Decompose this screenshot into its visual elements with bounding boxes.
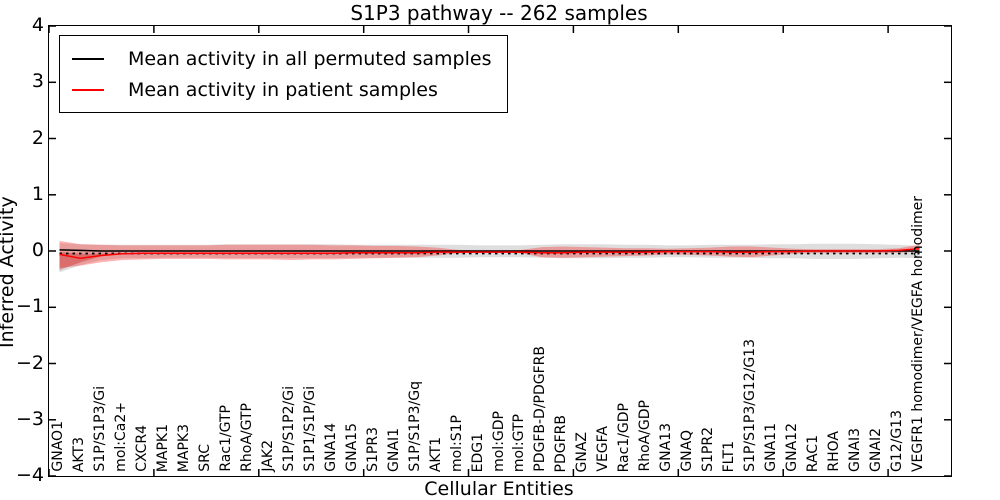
entity-label: GNAI3	[847, 428, 864, 472]
entity-label: AKT1	[427, 436, 444, 472]
y-tick-label: 2	[31, 126, 44, 149]
entity-label: Rac1/GDP	[616, 402, 633, 472]
entity-label: S1P/S1P3/Gi	[91, 386, 108, 472]
entity-label: GNAI1	[385, 428, 402, 472]
entity-label: VEGFR1 homodimer/VEGFA homodimer	[910, 195, 927, 472]
patient-mean-line	[59, 248, 920, 260]
legend-box: Mean activity in all permuted samples Me…	[59, 35, 509, 113]
chart-canvas	[49, 26, 951, 476]
entity-label: CXCR4	[133, 425, 150, 472]
entity-label: G12/G13	[889, 409, 906, 472]
entity-label: S1P1/S1P/Gi	[301, 386, 318, 472]
entity-label: GNA11	[763, 423, 780, 472]
entity-label: RhoA/GDP	[637, 400, 654, 472]
entity-label: FLT1	[721, 440, 738, 472]
entity-label: GNAI2	[868, 428, 885, 472]
legend-entry-patient: Mean activity in patient samples	[72, 74, 491, 105]
y-tick-label: 4	[31, 14, 44, 36]
entity-label: mol:S1P	[448, 414, 465, 472]
entity-label: GNA15	[343, 423, 360, 472]
entity-label: RHOA	[826, 431, 843, 472]
legend-label-patient: Mean activity in patient samples	[128, 78, 438, 101]
entity-label: S1PR3	[364, 427, 381, 472]
entity-label: GNA14	[322, 423, 339, 472]
y-tick-label: 1	[31, 182, 44, 205]
y-tick-label: 0	[31, 239, 44, 261]
entity-label: S1P/S1P2/Gi	[280, 386, 297, 472]
entity-label: S1PR2	[700, 427, 717, 472]
entity-label: MAPK1	[154, 423, 171, 472]
plot-area: Mean activity in all permuted samples Me…	[48, 25, 952, 477]
entity-label: AKT3	[70, 436, 87, 472]
entity-label: MAPK3	[175, 423, 192, 472]
y-tick-label: −2	[15, 351, 44, 374]
entity-label: GNAZ	[574, 431, 591, 473]
entity-label: mol:GDP	[490, 411, 507, 472]
red-line-swatch	[72, 88, 104, 91]
black-line-swatch	[72, 57, 104, 60]
entity-label: mol:GTP	[511, 413, 528, 472]
legend-label-permuted: Mean activity in all permuted samples	[128, 47, 492, 70]
patient-std-band-area	[59, 240, 920, 268]
y-tick-label: −4	[15, 464, 44, 486]
entity-label: RAC1	[805, 434, 822, 472]
entity-label: SRC	[196, 444, 213, 472]
entity-label: JAK2	[259, 440, 276, 472]
entity-label: S1P/S1P3/Gq	[406, 381, 423, 472]
entity-label: EDG1	[469, 432, 486, 472]
entity-label: PDGFRB	[553, 414, 570, 472]
entity-label: GNA13	[658, 423, 675, 472]
entity-label: RhoA/GTP	[238, 403, 255, 472]
entity-label: GNAO1	[49, 421, 66, 472]
entity-label: GNAQ	[679, 430, 696, 472]
chart-title: S1P3 pathway -- 262 samples	[350, 1, 648, 25]
y-tick-label: 3	[31, 70, 44, 93]
entity-label: Rac1/GTP	[217, 405, 234, 472]
entity-label: PDGFB-D/PDGFRB	[532, 346, 549, 472]
legend-entry-permuted: Mean activity in all permuted samples	[72, 43, 491, 74]
entity-label: GNA12	[784, 423, 801, 472]
y-tick-label: −1	[15, 295, 44, 318]
entity-label: mol:Ca2+	[112, 402, 129, 472]
x-axis-label: Cellular Entities	[424, 478, 574, 500]
y-tick-label: −3	[15, 407, 44, 430]
entity-label: S1P/S1P3/G12/G13	[742, 339, 759, 472]
entity-label: VEGFA	[595, 426, 612, 472]
